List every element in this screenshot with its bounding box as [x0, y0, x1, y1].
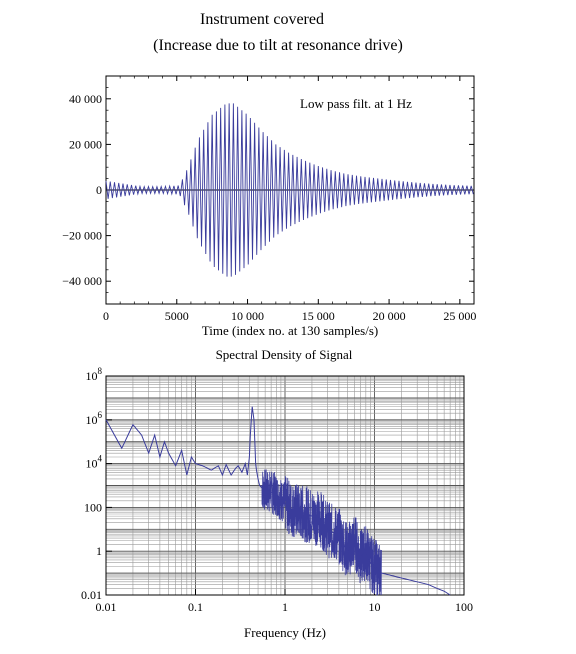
y-tick-label: −40 000 — [62, 274, 102, 288]
psd-tick-exp: 8 — [98, 366, 103, 376]
spectral-noise-line — [261, 469, 382, 596]
spectral-density-chart: Spectral Density of Signal 0.01 0.1 1 10 100… — [81, 347, 473, 640]
figure-title-line1: Instrument covered — [200, 11, 324, 28]
x-tick-label: 20 000 — [373, 309, 406, 323]
x-tick-label: 25 000 — [443, 309, 476, 323]
spectral-line — [105, 406, 451, 596]
y-tick-label: 20 000 — [69, 137, 102, 151]
psd-tick-label: 1 — [96, 544, 102, 558]
psd-tick-label: 106 — [86, 410, 103, 427]
x-tick-label: 10 000 — [231, 309, 264, 323]
x-tick-label: 0 — [103, 309, 109, 323]
freq-tick-label: 100 — [455, 600, 473, 614]
filter-annotation: Low pass filt. at 1 Hz — [300, 96, 412, 111]
psd-tick-exp: 6 — [98, 410, 103, 420]
psd-tick-label: 108 — [86, 366, 103, 383]
freq-tick-label: 0.1 — [188, 600, 203, 614]
psd-tick-base: 10 — [86, 369, 98, 383]
freq-tick-label: 10 — [369, 600, 381, 614]
psd-tick-base: 10 — [86, 413, 98, 427]
y-tick-label: 40 000 — [69, 92, 102, 106]
freq-tick-label: 0.01 — [96, 600, 117, 614]
x-tick-label: 15 000 — [302, 309, 335, 323]
freq-tick-label: 1 — [282, 600, 288, 614]
time-series-line — [105, 103, 474, 277]
figure-title-line2: (Increase due to tilt at resonance drive… — [153, 37, 403, 54]
x-tick-label: 5000 — [165, 309, 189, 323]
time-axis-label: Time (index no. at 130 samples/s) — [202, 323, 378, 338]
spectral-title: Spectral Density of Signal — [216, 347, 353, 362]
y-tick-label: 0 — [96, 183, 102, 197]
time-series-chart: 0 5000 10 000 15 000 20 000 25 000 40 000 20 00… — [62, 75, 476, 338]
psd-tick-label: 100 — [84, 500, 102, 514]
psd-tick-label: 0.01 — [81, 588, 102, 602]
psd-tick-label: 104 — [86, 454, 103, 471]
frequency-axis-label: Frequency (Hz) — [244, 625, 326, 640]
y-tick-label: −20 000 — [62, 229, 102, 243]
psd-tick-exp: 4 — [98, 454, 103, 464]
psd-tick-base: 10 — [86, 457, 98, 471]
time-axis-ticks: 0 5000 10 000 15 000 20 000 25 000 40 000 20 00… — [62, 75, 476, 323]
